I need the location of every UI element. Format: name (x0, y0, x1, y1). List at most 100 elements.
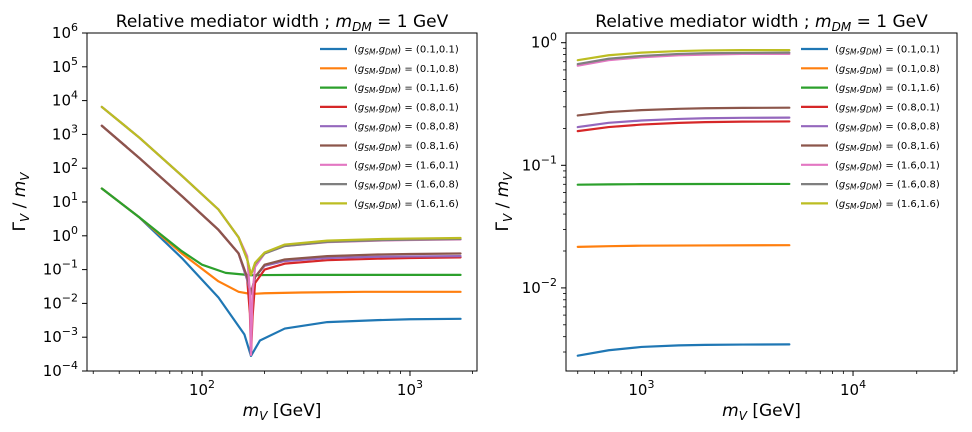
tick-base: 10 (52, 159, 71, 177)
legend-sub1: SM (845, 86, 857, 95)
tick-base: 10 (52, 227, 71, 245)
legend-sub1: SM (364, 67, 376, 76)
x-axis-label: mV [GeV] (243, 401, 322, 423)
legend-g1: g (358, 199, 364, 210)
legend-value: ) = (1.6,0.1) (397, 160, 459, 171)
legend-value: ) = (0.8,0.1) (878, 102, 940, 113)
legend-comma: , (857, 102, 860, 113)
legend-sub2: DM (866, 163, 879, 172)
legend-g1: g (358, 64, 364, 75)
legend-sub1: SM (364, 86, 376, 95)
tick-base: 10 (43, 362, 62, 380)
legend-entry: (gSM,gDM) = (0.1,0.1) (835, 45, 940, 57)
legend-sub1: SM (364, 48, 376, 57)
legend-sub1: SM (364, 144, 376, 153)
legend-sub1: SM (845, 202, 857, 211)
tick-exponent: 0 (71, 224, 78, 237)
series-line-(0.1,0.1) (100, 187, 462, 357)
legend-paren: ( (835, 199, 839, 210)
legend-comma: , (376, 122, 379, 133)
series-line-(1.6,0.8) (576, 51, 791, 66)
legend-paren: ( (354, 180, 358, 191)
series-group (100, 105, 462, 357)
ylabel-denominator: m (493, 181, 513, 198)
legend-sub1: SM (364, 105, 376, 114)
legend-comma: , (376, 83, 379, 94)
legend-sub1: SM (364, 183, 376, 192)
legend-paren: ( (835, 141, 839, 152)
legend-sub1: SM (364, 125, 376, 134)
tick-base: 10 (397, 381, 416, 399)
legend-comma: , (376, 199, 379, 210)
xlabel-symbol: m (722, 401, 739, 421)
legend-comma: , (376, 64, 379, 75)
legend-comma: , (857, 180, 860, 191)
ylabel-numerator: Γ (10, 222, 30, 232)
y-axis-label: ΓV / mV (10, 172, 32, 232)
legend-comma: , (376, 141, 379, 152)
tick-exponent: 4 (859, 378, 866, 391)
legend-g1: g (358, 180, 364, 191)
tick-base: 10 (43, 328, 62, 346)
legend-entry: (gSM,gDM) = (0.1,0.1) (354, 45, 459, 57)
legend-entry: (gSM,gDM) = (0.8,1.6) (354, 141, 459, 153)
xlabel-subscript: V (739, 409, 748, 423)
legend-sub2: DM (866, 183, 879, 192)
tick-exponent: −1 (62, 258, 78, 271)
tick-base: 10 (52, 24, 71, 42)
legend-value: ) = (0.1,1.6) (397, 83, 459, 94)
legend-paren: ( (354, 160, 358, 171)
y-tick-label: 10−3 (43, 325, 78, 346)
legend-sub1: SM (845, 67, 857, 76)
legend-comma: , (857, 199, 860, 210)
series-line-(0.1,0.8) (576, 244, 791, 248)
legend-g1: g (839, 64, 845, 75)
legend-g1: g (358, 141, 364, 152)
title-subscript: DM (352, 20, 372, 34)
legend-sub2: DM (385, 86, 398, 95)
tick-base: 10 (43, 294, 62, 312)
y-tick-label: 101 (52, 190, 78, 211)
legend-entry: (gSM,gDM) = (0.1,0.8) (835, 64, 940, 76)
tick-base: 10 (531, 34, 550, 52)
legend-g2: g (860, 102, 866, 113)
legend-comma: , (857, 45, 860, 56)
legend-paren: ( (835, 83, 839, 94)
legend-g2: g (379, 122, 385, 133)
legend-sub2: DM (385, 163, 398, 172)
legend-entry: (gSM,gDM) = (0.1,1.6) (354, 83, 459, 95)
ylabel-denominator-subscript: V (501, 172, 515, 181)
legend-g1: g (358, 45, 364, 56)
y-axis-label: ΓV / mV (493, 172, 515, 232)
tick-exponent: 2 (208, 378, 215, 391)
legend-entry: (gSM,gDM) = (0.8,1.6) (835, 141, 940, 153)
legend-entry: (gSM,gDM) = (1.6,0.8) (835, 180, 940, 192)
y-tick-label: 102 (52, 156, 78, 177)
legend-paren: ( (835, 64, 839, 75)
legend-paren: ( (835, 122, 839, 133)
legend: (gSM,gDM) = (0.1,0.1)(gSM,gDM) = (0.1,0.… (801, 45, 940, 211)
x-axis-label: mV [GeV] (722, 401, 801, 423)
tick-base: 10 (52, 92, 71, 110)
legend-g2: g (379, 180, 385, 191)
legend-entry: (gSM,gDM) = (1.6,0.8) (354, 180, 459, 192)
legend-entry: (gSM,gDM) = (0.8,0.8) (354, 122, 459, 134)
legend-value: ) = (1.6,0.1) (878, 160, 940, 171)
legend-g2: g (860, 64, 866, 75)
legend-g1: g (358, 122, 364, 133)
tick-exponent: 4 (71, 89, 78, 102)
legend-paren: ( (354, 102, 358, 113)
legend-comma: , (376, 160, 379, 171)
y-tick-label: 100 (531, 31, 557, 52)
legend-entry: (gSM,gDM) = (0.1,1.6) (835, 83, 940, 95)
legend-sub1: SM (845, 163, 857, 172)
legend-paren: ( (354, 199, 358, 210)
legend-paren: ( (354, 141, 358, 152)
legend-sub2: DM (385, 125, 398, 134)
legend-value: ) = (0.1,0.1) (397, 45, 459, 56)
legend-value: ) = (0.8,0.8) (397, 122, 459, 133)
legend-g1: g (839, 45, 845, 56)
legend-sub2: DM (385, 144, 398, 153)
title-symbol: m (336, 12, 353, 32)
legend-comma: , (376, 45, 379, 56)
